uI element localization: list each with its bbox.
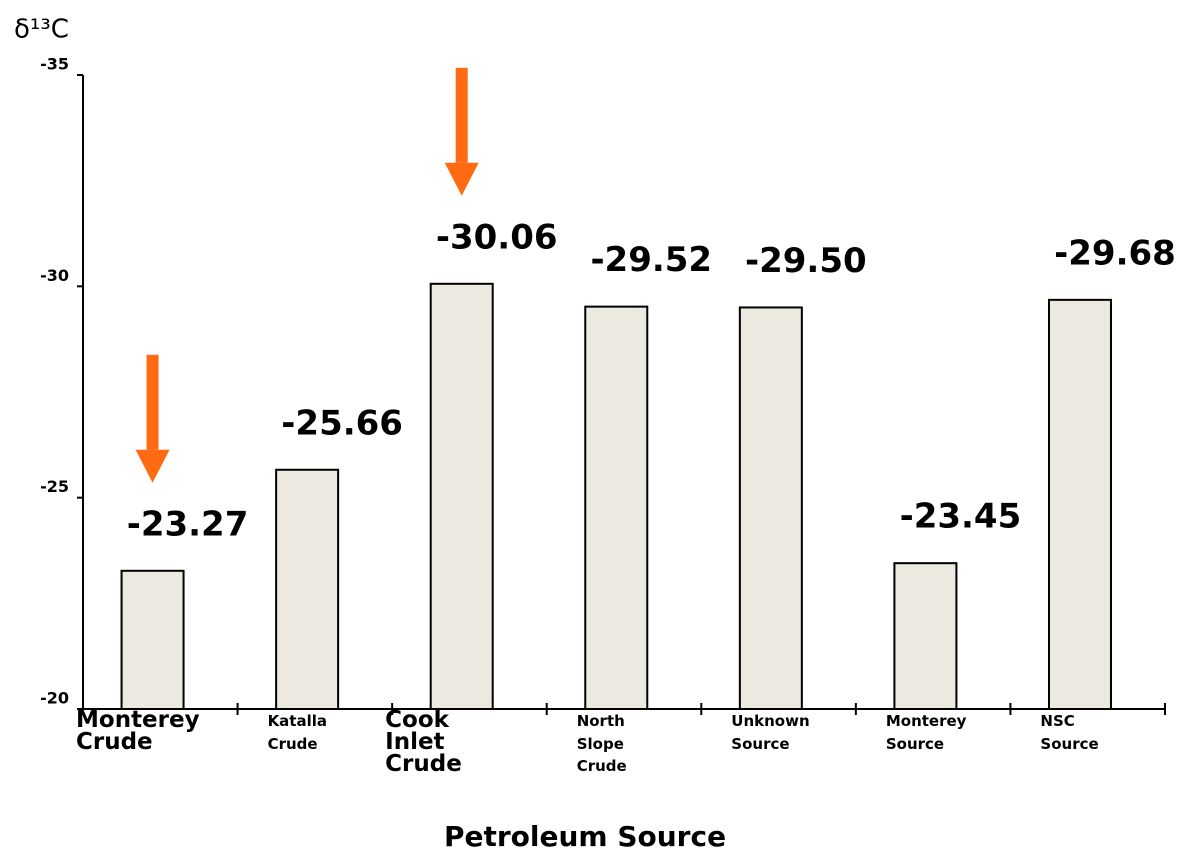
value-label: -29.52 bbox=[590, 240, 712, 280]
value-label: -29.68 bbox=[1054, 233, 1176, 273]
y-tick-label: -25 bbox=[40, 477, 69, 496]
x-tick-label: Cook Inlet Crude bbox=[385, 710, 462, 777]
y-tick-label: -30 bbox=[40, 266, 69, 285]
x-tick-label-box: Unknown Source bbox=[731, 712, 810, 753]
x-tick-label-box: Katalla Crude bbox=[267, 712, 328, 753]
bar bbox=[738, 306, 803, 710]
value-label: -23.27 bbox=[127, 504, 249, 544]
y-tick-label: -35 bbox=[40, 55, 69, 74]
x-tick-label-box: North Slope Crude bbox=[576, 712, 627, 775]
x-tick-label: NSC Source bbox=[1040, 712, 1099, 753]
bar bbox=[120, 569, 185, 711]
arrow-shaft bbox=[455, 67, 468, 163]
x-tick-label-box: Monterey Source bbox=[885, 712, 967, 753]
x-tick-label-box: Monterey Crude bbox=[76, 710, 200, 755]
bar bbox=[1047, 298, 1112, 710]
value-label: -29.50 bbox=[745, 241, 867, 281]
y-tick-label: -20 bbox=[40, 689, 69, 708]
bar bbox=[893, 562, 958, 710]
x-axis-title: Petroleum Source bbox=[444, 820, 726, 853]
x-tick-label: Katalla Crude bbox=[267, 712, 328, 753]
arrow-head bbox=[135, 449, 170, 483]
y-axis-title: δ¹³C bbox=[14, 15, 69, 45]
bar bbox=[275, 468, 340, 710]
bar bbox=[584, 305, 649, 710]
arrow-shaft bbox=[146, 354, 159, 450]
value-label: -23.45 bbox=[900, 497, 1022, 537]
bar bbox=[429, 282, 494, 710]
x-tick-label: North Slope Crude bbox=[576, 712, 627, 775]
x-tick-label: Monterey Source bbox=[885, 712, 967, 753]
x-tick-label: Monterey Crude bbox=[76, 710, 200, 755]
x-tick-label-box: Cook Inlet Crude bbox=[385, 710, 462, 777]
value-label: -30.06 bbox=[436, 217, 558, 257]
arrow-head bbox=[444, 162, 479, 196]
x-tick-label: Unknown Source bbox=[731, 712, 810, 753]
x-tick-label-box: NSC Source bbox=[1040, 712, 1099, 753]
value-label: -25.66 bbox=[281, 403, 403, 443]
